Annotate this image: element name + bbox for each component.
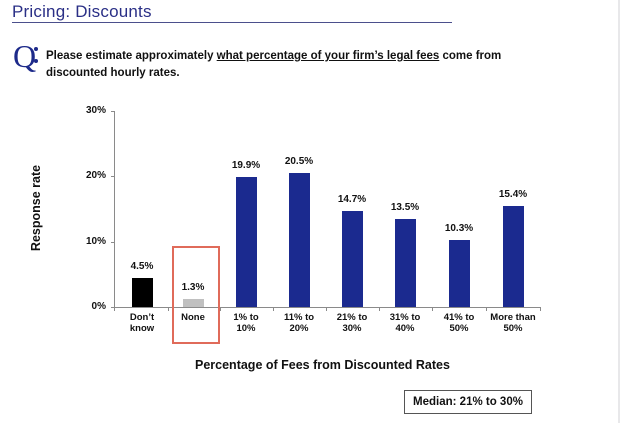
question-colon-icon (34, 47, 38, 71)
bar-value-label: 10.3% (444, 222, 474, 234)
title-divider (12, 22, 452, 23)
x-category-label: 11% to 20% (273, 312, 325, 334)
category-line: know (129, 323, 155, 334)
bar-value-label: 1.3% (181, 281, 205, 293)
highlight-box-none (172, 246, 220, 344)
bar-3 (289, 173, 310, 307)
x-category-label: 1% to 10% (220, 312, 272, 334)
x-tick (432, 307, 433, 311)
bar-value-label: 15.4% (498, 189, 528, 201)
bar-1 (183, 298, 204, 307)
category-line: 50% (503, 323, 523, 334)
category-line: 50% (449, 323, 469, 334)
bar-7 (503, 206, 524, 307)
x-tick (273, 307, 274, 311)
median-box: Median: 21% to 30% (404, 390, 532, 414)
category-line: 11% to (283, 312, 315, 323)
bar-0 (132, 277, 153, 307)
y-tick (111, 111, 115, 112)
y-tick-label: 30% (85, 105, 106, 116)
bar-2 (236, 176, 257, 307)
question-underlined: what percentage of your firm’s legal fee… (216, 50, 440, 62)
x-tick (168, 307, 169, 311)
bar-value-label: 14.7% (337, 193, 367, 205)
category-line: 41% to (443, 312, 475, 323)
page-title: Pricing: Discounts (12, 2, 152, 21)
x-axis-label: Percentage of Fees from Discounted Rates (195, 358, 450, 372)
y-tick (111, 307, 115, 308)
bar-6 (449, 239, 470, 307)
bar-5 (395, 218, 416, 307)
bar-value-label: 19.9% (231, 159, 261, 171)
bar-value-label: 20.5% (284, 156, 314, 168)
x-category-label: 41% to 50% (433, 312, 485, 334)
x-category-label: 21% to 30% (326, 312, 378, 334)
window-edge (618, 0, 620, 423)
y-tick (111, 241, 115, 243)
x-tick (540, 307, 541, 311)
category-line: 40% (395, 323, 415, 334)
category-line: 10% (236, 323, 256, 334)
question-post: come from discounted hourly rates. (46, 50, 502, 79)
x-tick (486, 307, 487, 311)
category-line: 1% to (233, 312, 259, 323)
y-tick-label: 20% (85, 170, 106, 182)
bar-4 (342, 210, 363, 307)
question-pre: Please estimate approximately (46, 50, 217, 62)
question-text: Please estimate approximately what perce… (46, 48, 526, 82)
x-category-label: Don’t know (116, 312, 168, 334)
x-tick (379, 307, 380, 311)
y-tick-label: 10% (85, 235, 106, 247)
x-tick (326, 307, 327, 311)
category-line: None (181, 312, 205, 323)
y-axis-label: Response rate (29, 164, 43, 252)
y-tick-label: 0% (91, 301, 106, 312)
x-tick (220, 307, 221, 311)
x-tick (114, 307, 115, 311)
x-category-label: 31% to 40% (379, 312, 431, 334)
bar-value-label: 4.5% (130, 260, 154, 272)
question-q-icon: Q (13, 38, 37, 74)
x-category-label: More than 50% (487, 312, 539, 334)
y-tick (111, 176, 115, 178)
bar-value-label: 13.5% (390, 201, 420, 213)
category-line: 30% (342, 323, 362, 334)
category-line: 20% (289, 323, 309, 334)
category-line: 31% to (389, 312, 421, 323)
x-category-label: None (167, 312, 219, 334)
category-line: 21% to (336, 312, 368, 323)
category-line: Don’t (129, 312, 155, 323)
y-axis (114, 111, 115, 307)
category-line: More than (490, 312, 536, 323)
x-axis (114, 307, 541, 308)
